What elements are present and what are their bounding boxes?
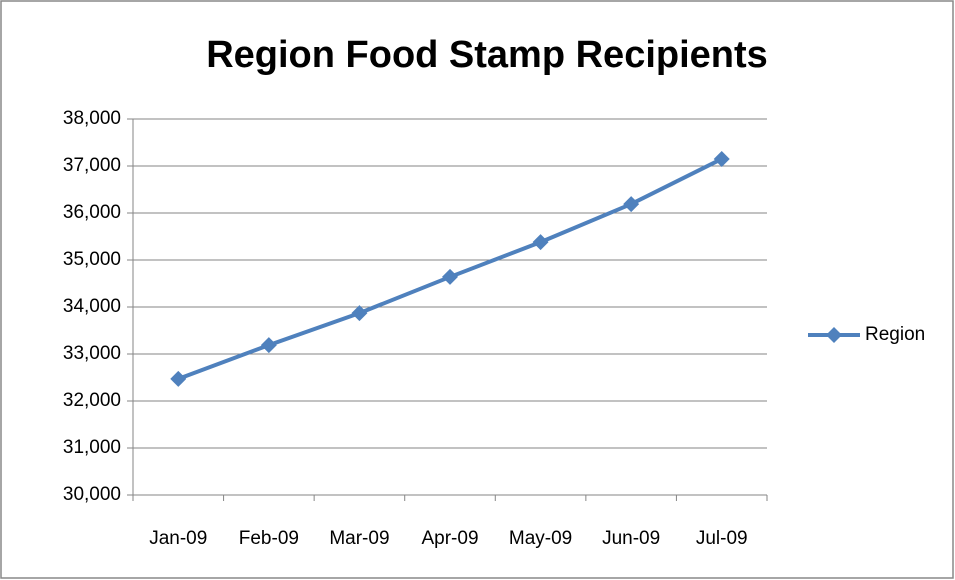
y-tick-label: 35,000 (63, 249, 121, 270)
x-tick-label: Feb-09 (239, 528, 299, 549)
chart-title: Region Food Stamp Recipients (206, 34, 768, 76)
y-tick-label: 37,000 (63, 155, 121, 176)
x-tick-label: Jul-09 (696, 528, 748, 549)
x-tick-label: Jun-09 (602, 528, 660, 549)
y-tick-label: 31,000 (63, 437, 121, 458)
data-point (442, 268, 458, 285)
data-point (713, 150, 730, 167)
data-point (623, 196, 640, 213)
data-point (532, 234, 549, 251)
x-tick-label: Mar-09 (329, 528, 389, 549)
x-tick-label: Jan-09 (149, 528, 207, 549)
legend-marker (826, 327, 842, 343)
x-tick-label: Apr-09 (421, 528, 478, 549)
y-tick-label: 33,000 (63, 343, 121, 364)
y-tick-label: 38,000 (63, 108, 121, 129)
x-tick-label: May-09 (509, 528, 572, 549)
legend-label: Region (865, 324, 925, 345)
y-tick-label: 30,000 (63, 484, 121, 505)
y-tick-label: 36,000 (63, 202, 121, 223)
data-point (351, 305, 368, 322)
y-tick-label: 34,000 (63, 296, 121, 317)
data-point (170, 370, 187, 387)
data-point (260, 337, 277, 354)
y-tick-label: 32,000 (63, 390, 121, 411)
